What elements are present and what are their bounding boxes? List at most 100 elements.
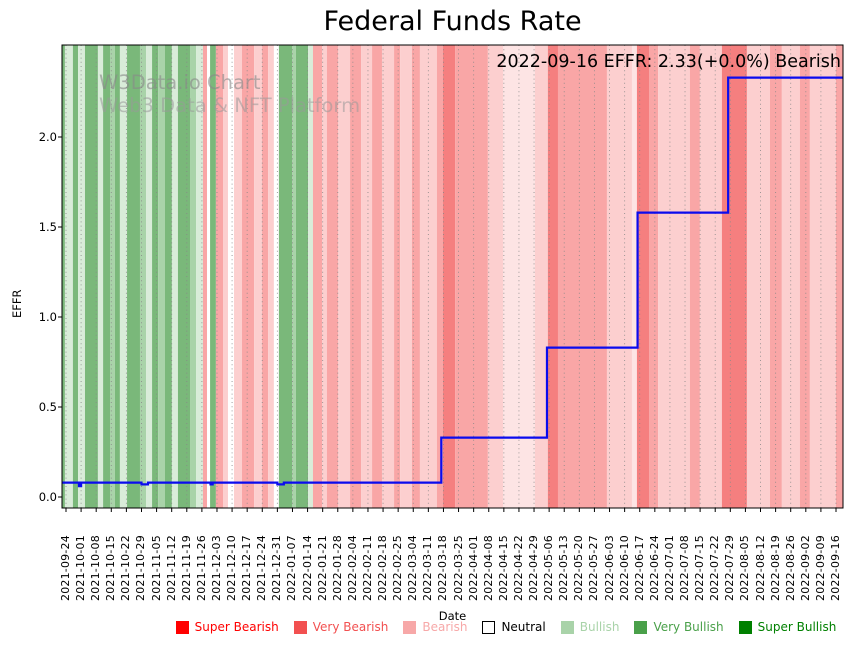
- x-tick-label: 2021-12-31: [270, 535, 284, 601]
- sentiment-band-pg: [97, 45, 104, 508]
- sentiment-band-bm: [799, 45, 810, 508]
- sentiment-band-vb: [210, 45, 216, 508]
- sentiment-band-bl: [223, 45, 228, 508]
- legend-swatch-icon: [482, 620, 496, 634]
- y-tick-label: 1.5: [38, 219, 57, 234]
- x-tick-label: 2022-01-14: [300, 535, 314, 601]
- legend-item: Super Bullish: [738, 620, 836, 634]
- x-tick-label: 2021-10-15: [104, 535, 118, 601]
- sentiment-band-vb: [103, 45, 110, 508]
- x-tick-label: 2022-05-27: [587, 535, 601, 601]
- sentiment-band-vr: [443, 45, 456, 508]
- sentiment-band-pg: [146, 45, 153, 508]
- sentiment-band-bl: [606, 45, 632, 508]
- legend-swatch-icon: [403, 620, 417, 634]
- x-tick-label: 2021-11-19: [179, 535, 193, 601]
- x-tick-label: 2022-07-01: [662, 535, 676, 601]
- x-tick-label: 2022-06-24: [647, 535, 661, 601]
- x-tick-label: 2022-06-03: [602, 535, 616, 601]
- legend-item: Very Bullish: [634, 620, 724, 634]
- sentiment-band-bm: [557, 45, 607, 508]
- x-tick-label: 2021-10-01: [74, 535, 88, 601]
- sentiment-band-bm: [215, 45, 224, 508]
- sentiment-band-vb: [295, 45, 308, 508]
- x-tick-label: 2022-03-04: [406, 535, 420, 601]
- x-tick-label: 2021-11-26: [194, 535, 208, 601]
- sentiment-band-bm: [436, 45, 444, 508]
- x-tick-label: 2022-09-16: [829, 535, 842, 601]
- sentiment-band-bl: [254, 45, 263, 508]
- sentiment-band-bm: [372, 45, 382, 508]
- legend-label: Very Bullish: [653, 620, 724, 634]
- x-tick-label: 2022-04-01: [466, 535, 480, 601]
- sentiment-band-pg: [308, 45, 313, 508]
- sentiment-band-bu: [190, 45, 197, 508]
- y-tick-label: 2.0: [38, 129, 57, 144]
- sentiment-band-bu: [110, 45, 115, 508]
- latest-value-annotation: 2022-09-16 EFFR: 2.33(+0.0%) Bearish: [496, 52, 841, 72]
- x-tick-label: 2021-10-29: [134, 535, 148, 601]
- legend-item: Bearish: [403, 620, 467, 634]
- x-tick-label: 2022-08-19: [768, 535, 782, 601]
- x-tick-label: 2022-02-11: [360, 535, 374, 601]
- sentiment-band-bl: [234, 45, 242, 508]
- x-axis-label: Date: [438, 609, 467, 623]
- x-tick-label: 2022-04-08: [481, 535, 495, 601]
- sentiment-band-bm: [202, 45, 208, 508]
- legend-item: Super Bearish: [175, 620, 279, 634]
- x-tick-label: 2022-07-15: [693, 535, 707, 601]
- x-tick-label: 2021-12-17: [240, 535, 254, 601]
- legend-swatch-icon: [634, 620, 648, 634]
- x-tick-label: 2022-01-28: [330, 535, 344, 601]
- sentiment-band-vb: [62, 45, 65, 508]
- x-tick-label: 2021-12-24: [255, 535, 269, 601]
- y-tick-label: 0.5: [38, 399, 57, 414]
- legend-swatch-icon: [560, 620, 574, 634]
- x-tick-label: 2022-05-20: [572, 535, 586, 601]
- sentiment-band-bu: [292, 45, 296, 508]
- sentiment-band-bl: [361, 45, 373, 508]
- x-tick-label: 2022-07-29: [723, 535, 737, 601]
- x-tick-label: 2022-03-18: [436, 535, 450, 601]
- sentiment-band-vr: [547, 45, 558, 508]
- legend-label: Neutral: [501, 620, 546, 634]
- legend-label: Bullish: [579, 620, 620, 634]
- x-tick-label: 2022-04-22: [511, 535, 525, 601]
- x-tick-label: 2022-05-06: [542, 535, 556, 601]
- x-tick-label: 2021-11-05: [149, 535, 163, 601]
- x-tick-label: 2021-09-24: [59, 535, 72, 601]
- legend-label: Very Bearish: [312, 620, 389, 634]
- sentiment-band-wh: [207, 45, 211, 508]
- x-tick-label: 2021-10-22: [119, 535, 133, 601]
- sentiment-band-wh: [273, 45, 279, 508]
- legend-swatch-icon: [175, 620, 189, 634]
- sentiment-band-bm: [649, 45, 659, 508]
- legend-swatch-icon: [738, 620, 752, 634]
- sentiment-band-bm: [836, 45, 843, 508]
- sentiment-band-vr: [721, 45, 747, 508]
- sentiment-band-bl: [809, 45, 836, 508]
- legend-item: Very Bearish: [293, 620, 389, 634]
- x-tick-label: 2022-06-10: [617, 535, 631, 601]
- x-tick-label: 2022-08-26: [783, 535, 797, 601]
- axes-frame: [61, 44, 844, 509]
- sentiment-band-vb: [278, 45, 293, 508]
- sentiment-band-vb: [84, 45, 98, 508]
- sentiment-band-pg: [119, 45, 128, 508]
- x-tick-label: 2022-02-25: [391, 535, 405, 601]
- sentiment-band-bl: [534, 45, 548, 508]
- x-tick-label: 2022-02-18: [376, 535, 390, 601]
- legend-swatch-icon: [293, 620, 307, 634]
- x-tick-label: 2021-11-12: [164, 535, 178, 601]
- legend: Super Bearish Very Bearish Bearish Neutral B…: [165, 620, 847, 634]
- x-tick-label: 2021-10-08: [89, 535, 103, 601]
- sentiment-band-vb: [127, 45, 140, 508]
- sentiment-band-bm: [262, 45, 269, 508]
- sentiment-band-vb: [152, 45, 159, 508]
- x-tick-label: 2021-12-03: [209, 535, 223, 601]
- sentiment-band-bl: [337, 45, 351, 508]
- sentiment-band-bm: [312, 45, 323, 508]
- sentiment-band-vb: [114, 45, 120, 508]
- legend-item: Neutral: [482, 620, 546, 634]
- x-tick-label: 2022-01-07: [285, 535, 299, 601]
